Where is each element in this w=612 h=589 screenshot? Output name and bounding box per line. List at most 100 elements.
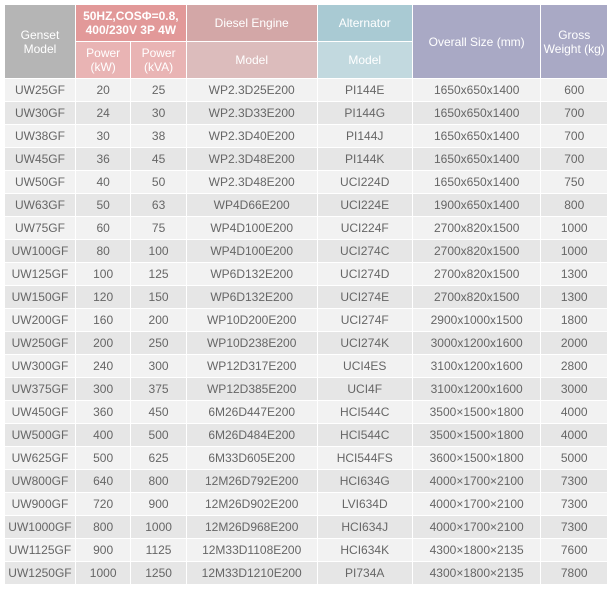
hdr-power-spec: 50HZ,COSΦ=0.8, 400/230V 3P 4W bbox=[75, 5, 186, 42]
cell-kva: 250 bbox=[131, 332, 186, 355]
cell-kw: 160 bbox=[75, 309, 130, 332]
cell-kva: 1250 bbox=[131, 562, 186, 585]
cell-size: 2700x820x1500 bbox=[412, 263, 541, 286]
cell-kva: 75 bbox=[131, 217, 186, 240]
cell-kw: 80 bbox=[75, 240, 130, 263]
cell-model: UW300GF bbox=[5, 355, 76, 378]
cell-weight: 600 bbox=[541, 79, 608, 102]
cell-alt: UCI224E bbox=[317, 194, 412, 217]
cell-model: UW75GF bbox=[5, 217, 76, 240]
cell-kw: 30 bbox=[75, 125, 130, 148]
cell-diesel: WP10D200E200 bbox=[186, 309, 317, 332]
hdr-genset-model: Genset Model bbox=[5, 5, 76, 79]
table-row: UW100GF80100WP4D100E200UCI274C2700x820x1… bbox=[5, 240, 608, 263]
cell-alt: PI144J bbox=[317, 125, 412, 148]
cell-alt: LVI634D bbox=[317, 493, 412, 516]
hdr-overall-size: Overall Size (mm) bbox=[412, 5, 541, 79]
cell-kw: 50 bbox=[75, 194, 130, 217]
table-body: UW25GF2025WP2.3D25E200PI144E1650x650x140… bbox=[5, 79, 608, 585]
cell-model: UW800GF bbox=[5, 470, 76, 493]
cell-diesel: 12M33D1210E200 bbox=[186, 562, 317, 585]
hdr-diesel-model: Model bbox=[186, 42, 317, 79]
cell-size: 4300×1800×2135 bbox=[412, 562, 541, 585]
cell-kva: 125 bbox=[131, 263, 186, 286]
cell-kw: 720 bbox=[75, 493, 130, 516]
cell-weight: 700 bbox=[541, 102, 608, 125]
cell-kw: 40 bbox=[75, 171, 130, 194]
genset-spec-table: Genset Model 50HZ,COSΦ=0.8, 400/230V 3P … bbox=[4, 4, 608, 585]
cell-diesel: WP6D132E200 bbox=[186, 286, 317, 309]
cell-weight: 7800 bbox=[541, 562, 608, 585]
cell-model: UW250GF bbox=[5, 332, 76, 355]
cell-weight: 700 bbox=[541, 148, 608, 171]
cell-model: UW45GF bbox=[5, 148, 76, 171]
table-row: UW800GF64080012M26D792E200HCI634G4000×17… bbox=[5, 470, 608, 493]
cell-diesel: 6M33D605E200 bbox=[186, 447, 317, 470]
cell-size: 4300×1800×2135 bbox=[412, 539, 541, 562]
cell-diesel: WP12D317E200 bbox=[186, 355, 317, 378]
cell-kw: 120 bbox=[75, 286, 130, 309]
cell-kva: 625 bbox=[131, 447, 186, 470]
cell-weight: 1000 bbox=[541, 217, 608, 240]
cell-model: UW500GF bbox=[5, 424, 76, 447]
cell-model: UW150GF bbox=[5, 286, 76, 309]
cell-alt: PI734A bbox=[317, 562, 412, 585]
table-header: Genset Model 50HZ,COSΦ=0.8, 400/230V 3P … bbox=[5, 5, 608, 79]
hdr-power-kva: Power (kVA) bbox=[131, 42, 186, 79]
cell-kw: 24 bbox=[75, 102, 130, 125]
table-row: UW30GF2430WP2.3D33E200PI144G1650x650x140… bbox=[5, 102, 608, 125]
table-row: UW150GF120150WP6D132E200UCI274E2700x820x… bbox=[5, 286, 608, 309]
cell-weight: 800 bbox=[541, 194, 608, 217]
hdr-diesel: Diesel Engine bbox=[186, 5, 317, 42]
cell-kva: 50 bbox=[131, 171, 186, 194]
cell-alt: PI144E bbox=[317, 79, 412, 102]
cell-kw: 200 bbox=[75, 332, 130, 355]
cell-kva: 38 bbox=[131, 125, 186, 148]
table-row: UW200GF160200WP10D200E200UCI274F2900x100… bbox=[5, 309, 608, 332]
cell-weight: 7300 bbox=[541, 470, 608, 493]
cell-weight: 1000 bbox=[541, 240, 608, 263]
cell-alt: HCI544FS bbox=[317, 447, 412, 470]
cell-model: UW25GF bbox=[5, 79, 76, 102]
table-row: UW500GF4005006M26D484E200HCI544C3500×150… bbox=[5, 424, 608, 447]
cell-weight: 1300 bbox=[541, 263, 608, 286]
cell-alt: UCI274K bbox=[317, 332, 412, 355]
table-row: UW50GF4050WP2.3D48E200UCI224D1650x650x14… bbox=[5, 171, 608, 194]
table-row: UW450GF3604506M26D447E200HCI544C3500×150… bbox=[5, 401, 608, 424]
cell-kva: 800 bbox=[131, 470, 186, 493]
cell-diesel: WP2.3D48E200 bbox=[186, 171, 317, 194]
cell-diesel: WP12D385E200 bbox=[186, 378, 317, 401]
cell-alt: HCI544C bbox=[317, 424, 412, 447]
cell-weight: 4000 bbox=[541, 424, 608, 447]
cell-weight: 2800 bbox=[541, 355, 608, 378]
cell-kva: 900 bbox=[131, 493, 186, 516]
cell-size: 2700x820x1500 bbox=[412, 217, 541, 240]
table-row: UW300GF240300WP12D317E200UCI4ES3100x1200… bbox=[5, 355, 608, 378]
cell-alt: UCI224F bbox=[317, 217, 412, 240]
cell-diesel: WP2.3D48E200 bbox=[186, 148, 317, 171]
cell-weight: 7300 bbox=[541, 493, 608, 516]
cell-diesel: 6M26D484E200 bbox=[186, 424, 317, 447]
cell-alt: UCI274D bbox=[317, 263, 412, 286]
cell-diesel: WP4D66E200 bbox=[186, 194, 317, 217]
cell-kva: 100 bbox=[131, 240, 186, 263]
cell-kva: 150 bbox=[131, 286, 186, 309]
cell-kva: 500 bbox=[131, 424, 186, 447]
cell-size: 2900x1000x1500 bbox=[412, 309, 541, 332]
cell-kw: 360 bbox=[75, 401, 130, 424]
table-row: UW900GF72090012M26D902E200LVI634D4000×17… bbox=[5, 493, 608, 516]
cell-size: 1650x650x1400 bbox=[412, 79, 541, 102]
cell-kw: 240 bbox=[75, 355, 130, 378]
cell-size: 3500×1500×1800 bbox=[412, 401, 541, 424]
cell-size: 3500×1500×1800 bbox=[412, 424, 541, 447]
cell-weight: 2000 bbox=[541, 332, 608, 355]
cell-diesel: WP6D132E200 bbox=[186, 263, 317, 286]
cell-size: 3600×1500×1800 bbox=[412, 447, 541, 470]
cell-kw: 400 bbox=[75, 424, 130, 447]
hdr-alt-model: Model bbox=[317, 42, 412, 79]
cell-alt: HCI634G bbox=[317, 470, 412, 493]
cell-size: 1650x650x1400 bbox=[412, 125, 541, 148]
cell-kva: 450 bbox=[131, 401, 186, 424]
cell-kw: 36 bbox=[75, 148, 130, 171]
table-row: UW375GF300375WP12D385E200UCI4F3100x1200x… bbox=[5, 378, 608, 401]
